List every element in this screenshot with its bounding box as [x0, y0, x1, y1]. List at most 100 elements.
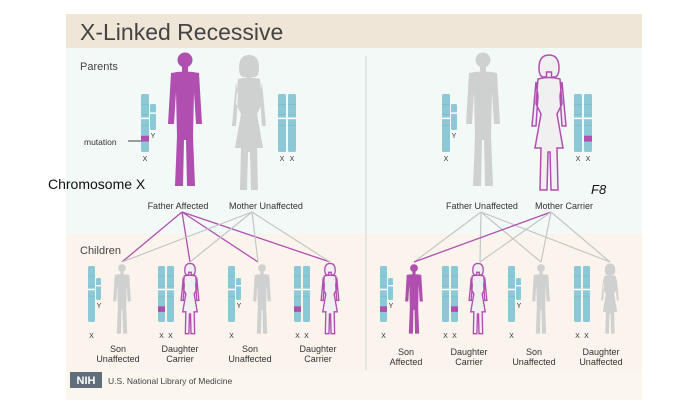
right-son-affected-x-tag: X: [381, 333, 386, 340]
mother-unaffected-x1-chromosome: [278, 94, 286, 152]
right-child-2-label-line2: Carrier: [455, 357, 483, 367]
left-son-unaffected-1-x-tag: X: [89, 333, 94, 340]
left-son-unaffected-1-y-chromosome: [96, 278, 101, 300]
inheritance-lines-left: [121, 211, 331, 263]
right-son-affected-y-tag: Y: [389, 303, 394, 310]
mother-carrier-x1-chromosome-body: [574, 94, 582, 152]
mother-unaffected-x1-tag: X: [280, 156, 285, 163]
mother-carrier-label: Mother Carrier: [535, 201, 593, 211]
gene-label: F8: [591, 182, 607, 197]
left-son-unaffected-2-x-tag: X: [229, 333, 234, 340]
right-daughter-unaffected-x1-chromosome-body: [574, 266, 581, 322]
father-affected-x-tag: X: [143, 156, 148, 163]
mother-carrier-x2-chromosome: [584, 94, 592, 152]
right-son-affected-y-chromosome: [388, 278, 393, 300]
parent-chromosomes: XYX X XYX X: [141, 94, 592, 163]
left-daughter-carrier-1-x1-tag: X: [159, 333, 164, 340]
left-child-1-label-line2: Unaffected: [96, 354, 139, 364]
right-daughter-carrier-x1-chromosome: [442, 266, 449, 322]
right-son-unaffected-y-tag: Y: [517, 303, 522, 310]
right-daughter-carrier-x1-tag: X: [443, 333, 448, 340]
inheritance-lines-right: [413, 211, 611, 263]
father-affected-x-chromosome-body: [141, 94, 149, 152]
children-label: Children: [80, 245, 121, 257]
right-son-unaffected-x-chromosome: [508, 266, 515, 322]
left-son-unaffected-2-y-chromosome-body: [236, 278, 241, 300]
left-son-unaffected-2-x-chromosome: [228, 266, 235, 322]
right-child-3-label-line2: Unaffected: [512, 357, 555, 367]
right-daughter-carrier-x2-tag: X: [452, 333, 457, 340]
mother-carrier-x2-tag: X: [586, 156, 591, 163]
father-unaffected-x-chromosome-body: [442, 94, 450, 152]
mother-carrier-x2-chromosome-body: [584, 94, 592, 152]
right-daughter-unaffected-x2-chromosome-body: [583, 266, 590, 322]
left-daughter-carrier-2-x2-tag: X: [304, 333, 309, 340]
children-layer: XYX X XYX X XYX X XYX X: [88, 262, 619, 340]
page-title: X-Linked Recessive: [80, 19, 283, 45]
right-son-affected-x-chromosome-mutation: [380, 306, 387, 312]
father-affected-x-chromosome: [141, 94, 149, 152]
right-son-unaffected-x-chromosome-body: [508, 266, 515, 322]
right-son-affected-x-chromosome-body: [380, 266, 387, 322]
mother-unaffected-label: Mother Unaffected: [229, 201, 303, 211]
right-daughter-unaffected-x1-tag: X: [575, 333, 580, 340]
left-son-unaffected-1-x-chromosome: [88, 266, 95, 322]
right-daughter-carrier-x1-chromosome-body: [442, 266, 449, 322]
mother-unaffected-x2-tag: X: [290, 156, 295, 163]
left-daughter-carrier-2-x1-chromosome-mutation: [294, 306, 301, 312]
father-unaffected-y-chromosome: [451, 104, 457, 130]
left-child-4-label-line2: Carrier: [304, 354, 332, 364]
left-son-unaffected-2-y-tag: Y: [237, 303, 242, 310]
right-child-4-label-line2: Unaffected: [579, 357, 622, 367]
right-son-unaffected-y-chromosome: [516, 278, 521, 300]
footer-org: U.S. National Library of Medicine: [108, 376, 233, 386]
left-daughter-carrier-2-x1-chromosome: [294, 266, 301, 322]
right-child-1-label-line1: Son: [398, 347, 414, 357]
right-daughter-carrier-x2-chromosome-body: [451, 266, 458, 322]
left-daughter-carrier-1-x2-chromosome: [167, 266, 174, 322]
left-child-4-label-line1: Daughter: [299, 344, 336, 354]
left-daughter-carrier-2-x1-chromosome-body: [294, 266, 301, 322]
right-son-affected-x-chromosome: [380, 266, 387, 322]
mother-unaffected-x2-chromosome-body: [288, 94, 296, 152]
father-affected-x-chromosome-mutation: [141, 135, 149, 142]
right-daughter-carrier-x2-chromosome-mutation: [451, 306, 458, 312]
mother-carrier-x1-tag: X: [576, 156, 581, 163]
father-affected-y-chromosome: [150, 104, 156, 130]
father-unaffected-y-chromosome-body: [451, 104, 457, 130]
left-son-unaffected-1-x-chromosome-body: [88, 266, 95, 322]
parents-label: Parents: [80, 61, 118, 73]
father-unaffected-x-tag: X: [444, 156, 449, 163]
left-daughter-carrier-1-x2-tag: X: [168, 333, 173, 340]
left-child-2-label-line1: Daughter: [161, 344, 198, 354]
mother-carrier-x1-chromosome: [574, 94, 582, 152]
left-son-unaffected-1-y-tag: Y: [97, 303, 102, 310]
father-unaffected-x-chromosome: [442, 94, 450, 152]
left-child-3-label-line1: Son: [242, 344, 258, 354]
children-section: [66, 234, 642, 372]
left-daughter-carrier-2-x1-tag: X: [295, 333, 300, 340]
mother-unaffected-x1-chromosome-body: [278, 94, 286, 152]
right-daughter-unaffected-x1-chromosome: [574, 266, 581, 322]
father-affected-label: Father Affected: [148, 201, 209, 211]
right-child-1-label-line2: Affected: [390, 357, 423, 367]
right-daughter-carrier-x2-chromosome: [451, 266, 458, 322]
mother-carrier-x2-chromosome-mutation: [584, 135, 592, 142]
chromosome-x-label: Chromosome X: [48, 176, 146, 192]
father-affected-y-chromosome-body: [150, 104, 156, 130]
left-son-unaffected-1-y-chromosome-body: [96, 278, 101, 300]
left-son-unaffected-2-y-chromosome: [236, 278, 241, 300]
title-bar: [66, 14, 642, 48]
nih-logo-box: [70, 372, 102, 388]
nih-logo-text: NIH: [77, 375, 96, 387]
left-daughter-carrier-1-x1-chromosome: [158, 266, 165, 322]
father-affected-y-tag: Y: [151, 133, 156, 140]
right-daughter-unaffected-x2-tag: X: [584, 333, 589, 340]
left-daughter-carrier-2-x2-chromosome-body: [303, 266, 310, 322]
right-child-4-label-line1: Daughter: [582, 347, 619, 357]
right-son-unaffected-y-chromosome-body: [516, 278, 521, 300]
right-child-2-label-line1: Daughter: [450, 347, 487, 357]
mother-unaffected-x2-chromosome: [288, 94, 296, 152]
